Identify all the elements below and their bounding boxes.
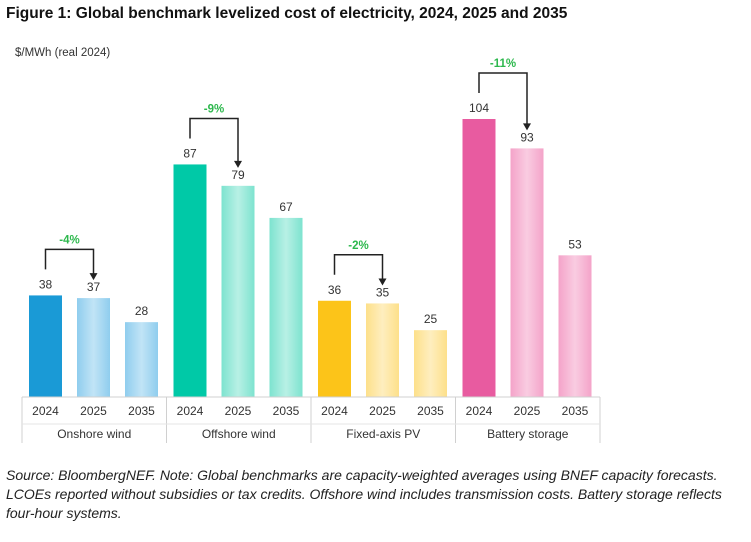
arrow-head xyxy=(378,278,387,286)
bar xyxy=(221,185,255,397)
data-label: 87 xyxy=(183,146,197,160)
bar xyxy=(173,164,207,397)
data-label: 38 xyxy=(39,277,53,291)
arrow-head xyxy=(234,160,242,168)
data-label: 36 xyxy=(328,283,342,297)
bar xyxy=(414,330,447,397)
data-label: 25 xyxy=(424,312,438,326)
bar xyxy=(558,255,592,397)
change-label: -2% xyxy=(348,240,368,252)
change-bracket xyxy=(478,72,528,125)
x-tick-label: 2035 xyxy=(128,404,155,418)
x-tick-label: 2025 xyxy=(225,404,252,418)
bar xyxy=(366,303,399,397)
source-note: Source: BloombergNEF. Note: Global bench… xyxy=(6,467,722,521)
x-tick-label: 2025 xyxy=(514,404,541,418)
x-tick-label: 2024 xyxy=(177,404,204,418)
arrow-head xyxy=(89,273,98,281)
arrow-head xyxy=(523,123,531,131)
change-label: -4% xyxy=(59,234,79,246)
bar xyxy=(318,300,351,397)
chart-title: Figure 1: Global benchmark levelized cos… xyxy=(6,5,568,22)
x-tick-label: 2035 xyxy=(417,404,444,418)
data-label: 37 xyxy=(87,280,101,294)
change-bracket xyxy=(44,248,95,275)
x-tick-label: 2025 xyxy=(369,404,396,418)
bar xyxy=(269,217,303,397)
category-label: Fixed-axis PV xyxy=(346,427,420,441)
bar xyxy=(125,322,158,397)
x-tick-label: 2025 xyxy=(80,404,107,418)
change-bracket xyxy=(333,254,384,280)
y-axis-label: $/MWh (real 2024) xyxy=(15,47,111,59)
x-tick-label: 2024 xyxy=(321,404,348,418)
x-tick-label: 2024 xyxy=(466,404,493,418)
x-tick-label: 2035 xyxy=(273,404,300,418)
bar xyxy=(462,119,496,397)
change-label: -11% xyxy=(490,58,516,70)
x-tick-label: 2035 xyxy=(562,404,589,418)
data-label: 53 xyxy=(568,237,582,251)
change-label: -9% xyxy=(204,103,224,115)
bar xyxy=(29,295,62,397)
bar-chart: 38 2024 37 2025 28 2035 Onshore wind -4% 87 2024 7… xyxy=(21,58,601,443)
category-label: Onshore wind xyxy=(57,427,131,441)
category-label: Offshore wind xyxy=(202,427,276,441)
data-label: 35 xyxy=(376,285,390,299)
x-tick-label: 2024 xyxy=(32,404,59,418)
data-label: 93 xyxy=(520,130,534,144)
data-label: 28 xyxy=(135,304,149,318)
bar xyxy=(510,148,544,397)
category-label: Battery storage xyxy=(487,427,569,441)
data-label: 79 xyxy=(231,168,245,182)
data-label: 104 xyxy=(469,101,489,115)
data-label: 67 xyxy=(279,200,293,214)
change-bracket xyxy=(189,117,239,162)
bar xyxy=(77,298,110,397)
